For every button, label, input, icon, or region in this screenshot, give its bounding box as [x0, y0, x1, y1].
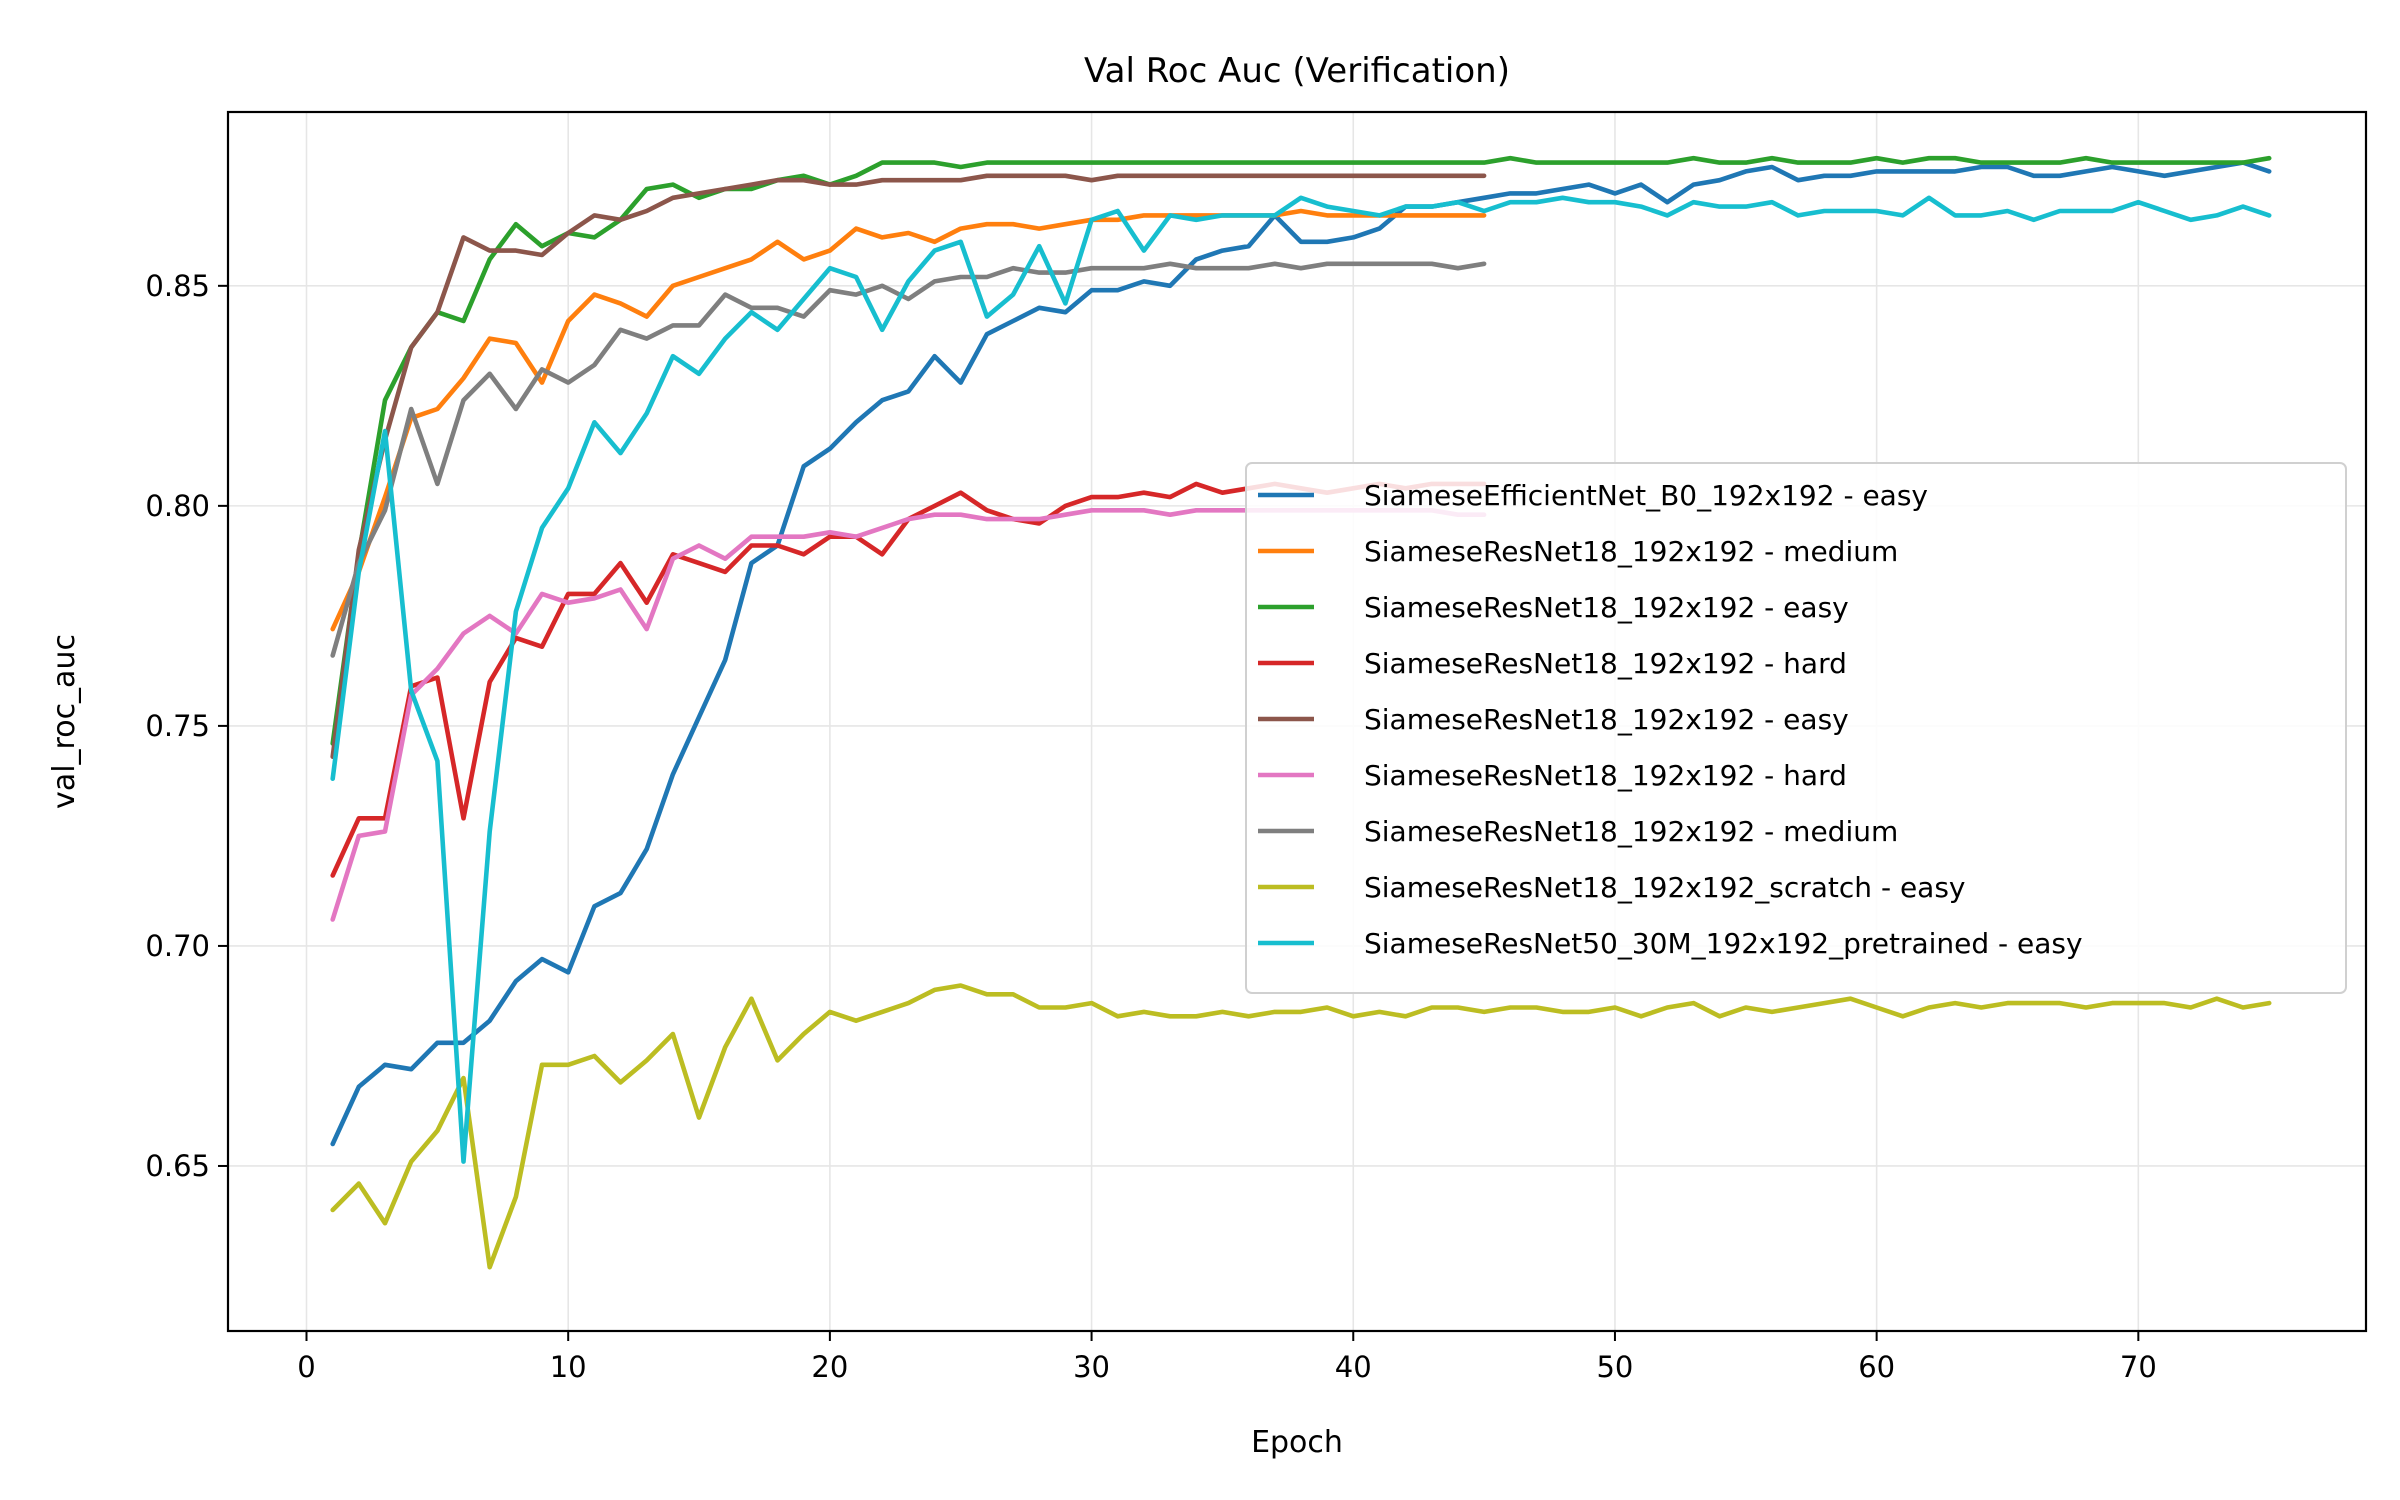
- legend-label: SiameseResNet50_30M_192x192_pretrained -…: [1364, 927, 2083, 960]
- series-line-9: [330, 195, 2272, 1164]
- series-line-8: [330, 983, 2272, 1270]
- legend-label: SiameseEfficientNet_B0_192x192 - easy: [1364, 479, 1928, 512]
- legend-label: SiameseResNet18_192x192 - easy: [1364, 591, 1849, 624]
- x-tick-label: 30: [1073, 1350, 1110, 1384]
- y-axis-ticks: 0.65 0.70 0.75 0.80 0.85: [145, 269, 228, 1183]
- x-tick-label: 60: [1858, 1350, 1895, 1384]
- legend-box: [1245, 462, 2347, 994]
- y-tick-label: 0.65: [145, 1149, 210, 1183]
- x-axis-label: Epoch: [1251, 1425, 1343, 1460]
- x-tick-label: 20: [811, 1350, 848, 1384]
- series-line-3: [330, 155, 2272, 746]
- x-tick-label: 0: [297, 1350, 315, 1384]
- legend: SiameseEfficientNet_B0_192x192 - easy Sia…: [1245, 462, 2347, 994]
- x-tick-label: 50: [1596, 1350, 1633, 1384]
- x-tick-label: 70: [2120, 1350, 2157, 1384]
- y-tick-label: 0.75: [145, 709, 210, 743]
- x-tick-label: 10: [550, 1350, 587, 1384]
- legend-label: SiameseResNet18_192x192 - medium: [1364, 815, 1898, 848]
- series-line-2: [330, 208, 1487, 632]
- x-axis-ticks: 0 10 20 30 40 50 60 70: [297, 1331, 2157, 1384]
- y-axis-label: val_roc_auc: [47, 634, 82, 809]
- series-line-1: [330, 160, 2272, 1147]
- y-tick-label: 0.80: [145, 489, 210, 523]
- legend-label: SiameseResNet18_192x192 - medium: [1364, 535, 1898, 568]
- chart-title: Val Roc Auc (Verification): [1084, 51, 1510, 91]
- legend-label: SiameseResNet18_192x192 - easy: [1364, 703, 1849, 736]
- y-tick-label: 0.85: [145, 269, 210, 303]
- legend-label: SiameseResNet18_192x192 - hard: [1364, 759, 1847, 792]
- legend-label: SiameseResNet18_192x192_scratch - easy: [1364, 871, 1966, 904]
- y-tick-label: 0.70: [145, 929, 210, 963]
- x-tick-label: 40: [1335, 1350, 1372, 1384]
- series-line-7: [330, 261, 1487, 658]
- series-line-5: [330, 173, 1487, 760]
- legend-label: SiameseResNet18_192x192 - hard: [1364, 647, 1847, 680]
- plot-frame: [226, 110, 2368, 1333]
